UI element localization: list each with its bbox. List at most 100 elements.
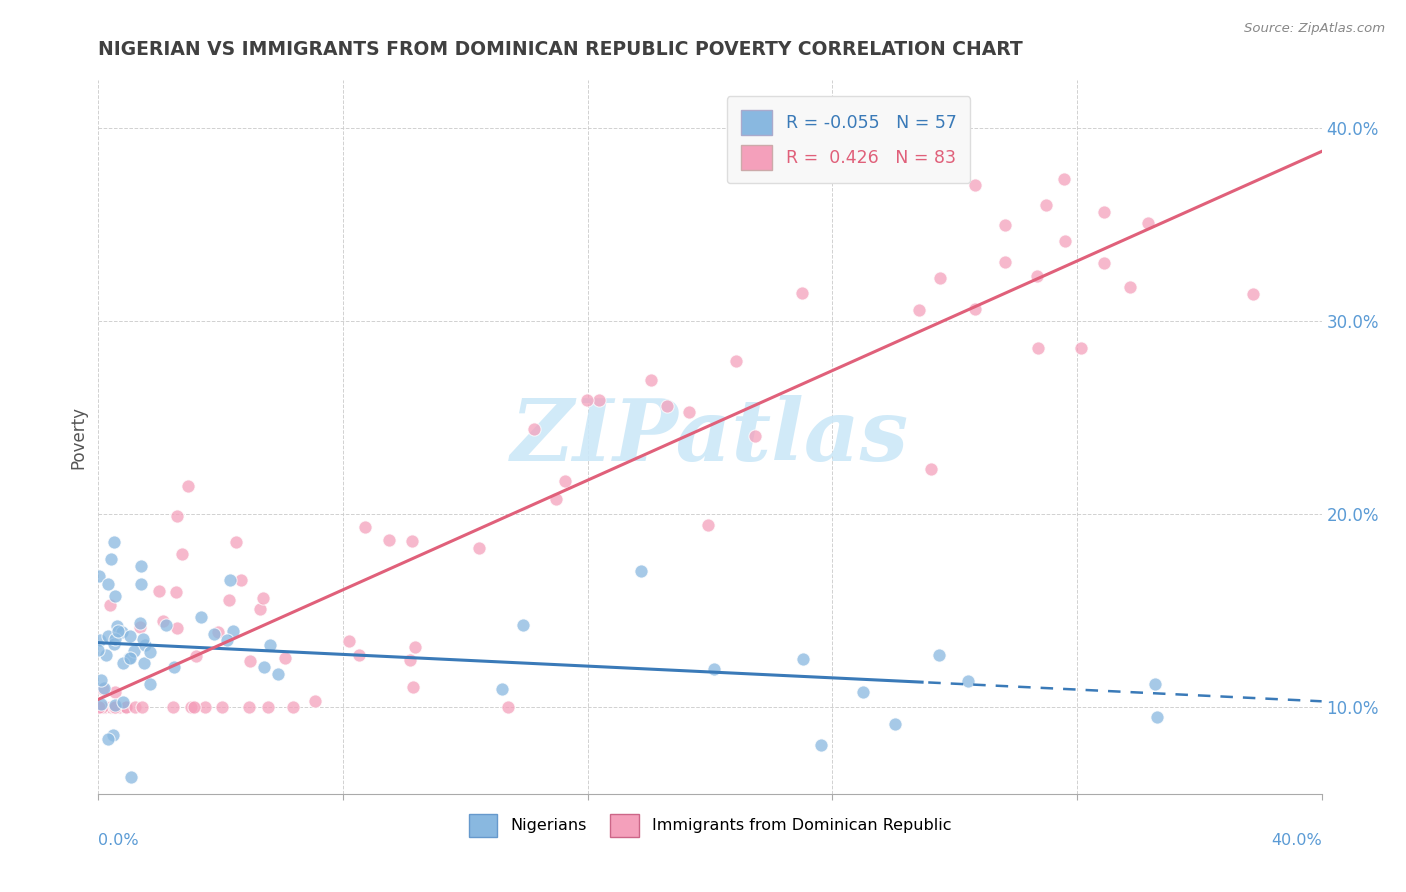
Point xyxy=(104,590,127,604)
Point xyxy=(122,643,145,657)
Point xyxy=(1136,216,1159,230)
Point xyxy=(132,656,155,670)
Point xyxy=(97,630,120,644)
Point xyxy=(194,700,217,714)
Point xyxy=(103,535,125,549)
Point xyxy=(744,429,766,443)
Point xyxy=(155,618,177,632)
Point xyxy=(963,301,986,316)
Point xyxy=(229,573,252,587)
Point xyxy=(166,509,188,524)
Point xyxy=(588,392,610,407)
Point xyxy=(100,700,122,714)
Point xyxy=(134,638,156,652)
Point xyxy=(852,685,875,699)
Point xyxy=(1052,172,1074,186)
Point xyxy=(657,399,679,413)
Point xyxy=(1118,280,1140,294)
Point xyxy=(120,629,142,643)
Point xyxy=(110,624,132,639)
Point xyxy=(104,685,127,699)
Point xyxy=(1146,710,1168,724)
Point xyxy=(1026,341,1049,355)
Point xyxy=(491,681,513,696)
Point xyxy=(399,653,422,667)
Point xyxy=(89,633,111,648)
Text: 40.0%: 40.0% xyxy=(1271,833,1322,847)
Point xyxy=(401,534,423,549)
Point xyxy=(724,353,747,368)
Point xyxy=(678,405,700,419)
Text: NIGERIAN VS IMMIGRANTS FROM DOMINICAN REPUBLIC POVERTY CORRELATION CHART: NIGERIAN VS IMMIGRANTS FROM DOMINICAN RE… xyxy=(98,40,1024,59)
Point xyxy=(238,700,260,714)
Point xyxy=(87,700,110,714)
Text: Source: ZipAtlas.com: Source: ZipAtlas.com xyxy=(1244,22,1385,36)
Point xyxy=(908,302,931,317)
Point xyxy=(928,648,950,662)
Point xyxy=(920,462,942,476)
Point xyxy=(554,475,576,489)
Point xyxy=(994,218,1017,232)
Point xyxy=(377,533,399,547)
Point xyxy=(118,650,141,665)
Point xyxy=(184,648,207,663)
Point xyxy=(181,700,204,714)
Point xyxy=(1053,234,1076,248)
Point xyxy=(93,681,115,695)
Point xyxy=(128,616,150,631)
Point xyxy=(697,517,720,532)
Point xyxy=(354,519,377,533)
Point xyxy=(94,700,117,714)
Text: 0.0%: 0.0% xyxy=(98,833,139,847)
Point xyxy=(183,700,205,714)
Point xyxy=(104,698,127,712)
Point xyxy=(337,634,360,648)
Point xyxy=(172,547,194,561)
Point xyxy=(239,654,262,668)
Point xyxy=(152,615,174,629)
Point xyxy=(274,650,297,665)
Point xyxy=(703,662,725,676)
Point xyxy=(225,535,247,549)
Point xyxy=(630,565,652,579)
Point xyxy=(304,694,326,708)
Point xyxy=(131,700,153,714)
Point xyxy=(139,645,162,659)
Point xyxy=(162,700,184,714)
Point xyxy=(1026,268,1049,283)
Point xyxy=(108,700,131,714)
Point xyxy=(163,659,186,673)
Point xyxy=(1241,286,1264,301)
Point xyxy=(103,637,125,651)
Point xyxy=(98,598,121,612)
Point xyxy=(107,624,129,639)
Point xyxy=(576,393,599,408)
Point xyxy=(963,178,986,193)
Point xyxy=(105,619,128,633)
Point xyxy=(249,602,271,616)
Point xyxy=(810,739,832,753)
Point xyxy=(217,633,239,648)
Point xyxy=(100,700,122,714)
Point xyxy=(544,492,567,507)
Point xyxy=(1070,341,1092,355)
Point xyxy=(103,700,125,714)
Point xyxy=(166,585,188,599)
Point xyxy=(1092,256,1115,270)
Point xyxy=(218,573,240,587)
Point xyxy=(523,422,546,436)
Point xyxy=(87,642,110,657)
Point xyxy=(790,286,813,301)
Point xyxy=(404,640,426,655)
Point xyxy=(496,700,519,714)
Point xyxy=(281,700,304,714)
Point xyxy=(115,700,138,714)
Point xyxy=(112,695,135,709)
Point xyxy=(253,659,276,673)
Point xyxy=(211,700,233,714)
Point xyxy=(131,632,153,646)
Point xyxy=(640,373,662,387)
Point xyxy=(96,648,118,662)
Point xyxy=(347,648,370,662)
Point xyxy=(177,478,200,492)
